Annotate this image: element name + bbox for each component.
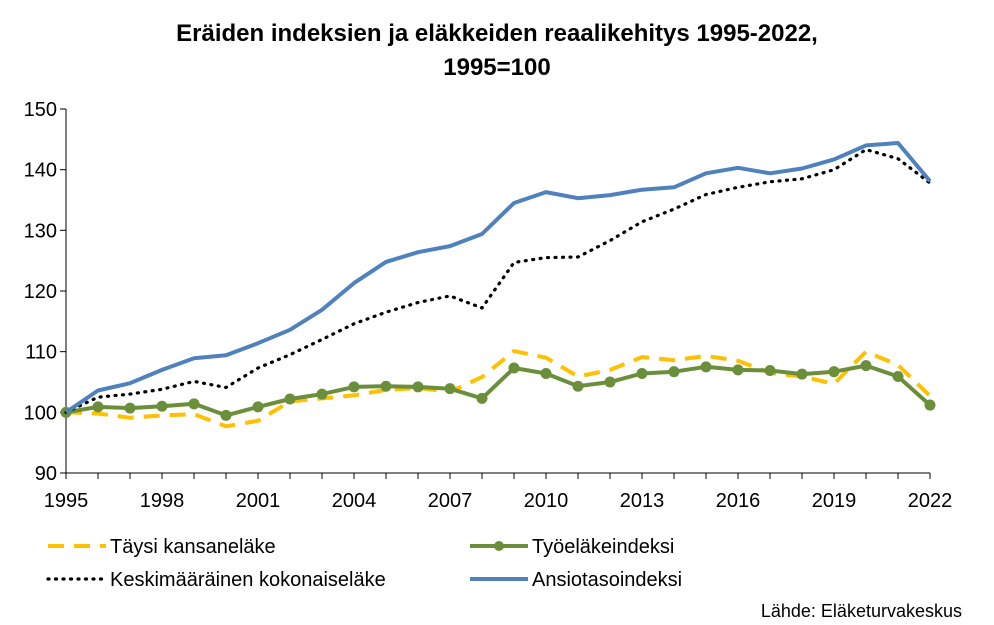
y-tick-label: 130	[24, 220, 57, 242]
series-point	[732, 364, 744, 376]
series-point	[476, 392, 488, 404]
series-point	[316, 388, 328, 400]
series-point	[924, 399, 936, 411]
y-tick-label: 90	[35, 463, 57, 485]
series-point	[348, 381, 360, 393]
series-point	[636, 368, 648, 380]
legend-label-4: Ansiotasoindeksi	[532, 569, 682, 591]
source-note: Lähde: Eläketurvakeskus	[761, 601, 962, 621]
x-tick-label: 1998	[140, 490, 185, 512]
axes: 90 100 110 120 130 140 150 1995 1998 2001 2004 2007…	[24, 99, 953, 512]
x-tick-label: 2001	[236, 490, 281, 512]
series-point	[412, 381, 424, 393]
x-tick-label: 2004	[332, 490, 377, 512]
series-point	[604, 376, 616, 388]
series-point	[892, 371, 904, 383]
x-tick-label: 2022	[908, 490, 953, 512]
series-layer	[60, 141, 936, 429]
series-point	[92, 401, 104, 413]
series-point	[540, 368, 552, 380]
series-point	[188, 398, 200, 410]
series-point	[572, 380, 584, 392]
series-point	[220, 409, 232, 421]
legend-label-1: Täysi kansaneläke	[110, 536, 276, 558]
series-point	[284, 393, 296, 405]
series-point	[508, 362, 520, 374]
x-tick-label: 1995	[44, 490, 89, 512]
legend: Täysi kansaneläke Työeläkeindeksi Keskimää…	[46, 536, 682, 591]
series-point	[668, 366, 680, 378]
legend-label-2: Työeläkeindeksi	[532, 536, 674, 558]
y-tick-label: 150	[24, 99, 57, 121]
series-point	[828, 366, 840, 378]
y-tick-label: 140	[24, 160, 57, 182]
series-line-2	[65, 363, 932, 418]
y-tick-label: 120	[24, 281, 57, 303]
chart-title-line1: Eräiden indeksien ja eläkkeiden reaalike…	[176, 20, 818, 47]
y-tick-label: 110	[25, 342, 57, 364]
chart-title-line2: 1995=100	[443, 54, 550, 81]
series-point	[380, 380, 392, 392]
x-tick-label: 2007	[428, 490, 473, 512]
series-point	[860, 360, 872, 372]
x-tick-label: 2019	[812, 490, 857, 512]
legend-marker	[494, 541, 504, 551]
series-point	[764, 364, 776, 376]
series-point	[796, 368, 808, 380]
series-point	[252, 401, 264, 413]
series-point	[700, 361, 712, 373]
x-tick-label: 2016	[716, 490, 761, 512]
x-tick-label: 2013	[620, 490, 665, 512]
series-point	[124, 402, 136, 414]
series-line-1	[65, 349, 932, 429]
series-line-4	[64, 141, 932, 414]
series-point	[444, 383, 456, 395]
series-point	[156, 400, 168, 412]
x-tick-label: 2010	[524, 490, 569, 512]
y-tick-label: 100	[24, 402, 57, 424]
series-line-3	[64, 148, 932, 414]
legend-label-3: Keskimääräinen kokonaiseläke	[110, 569, 386, 591]
